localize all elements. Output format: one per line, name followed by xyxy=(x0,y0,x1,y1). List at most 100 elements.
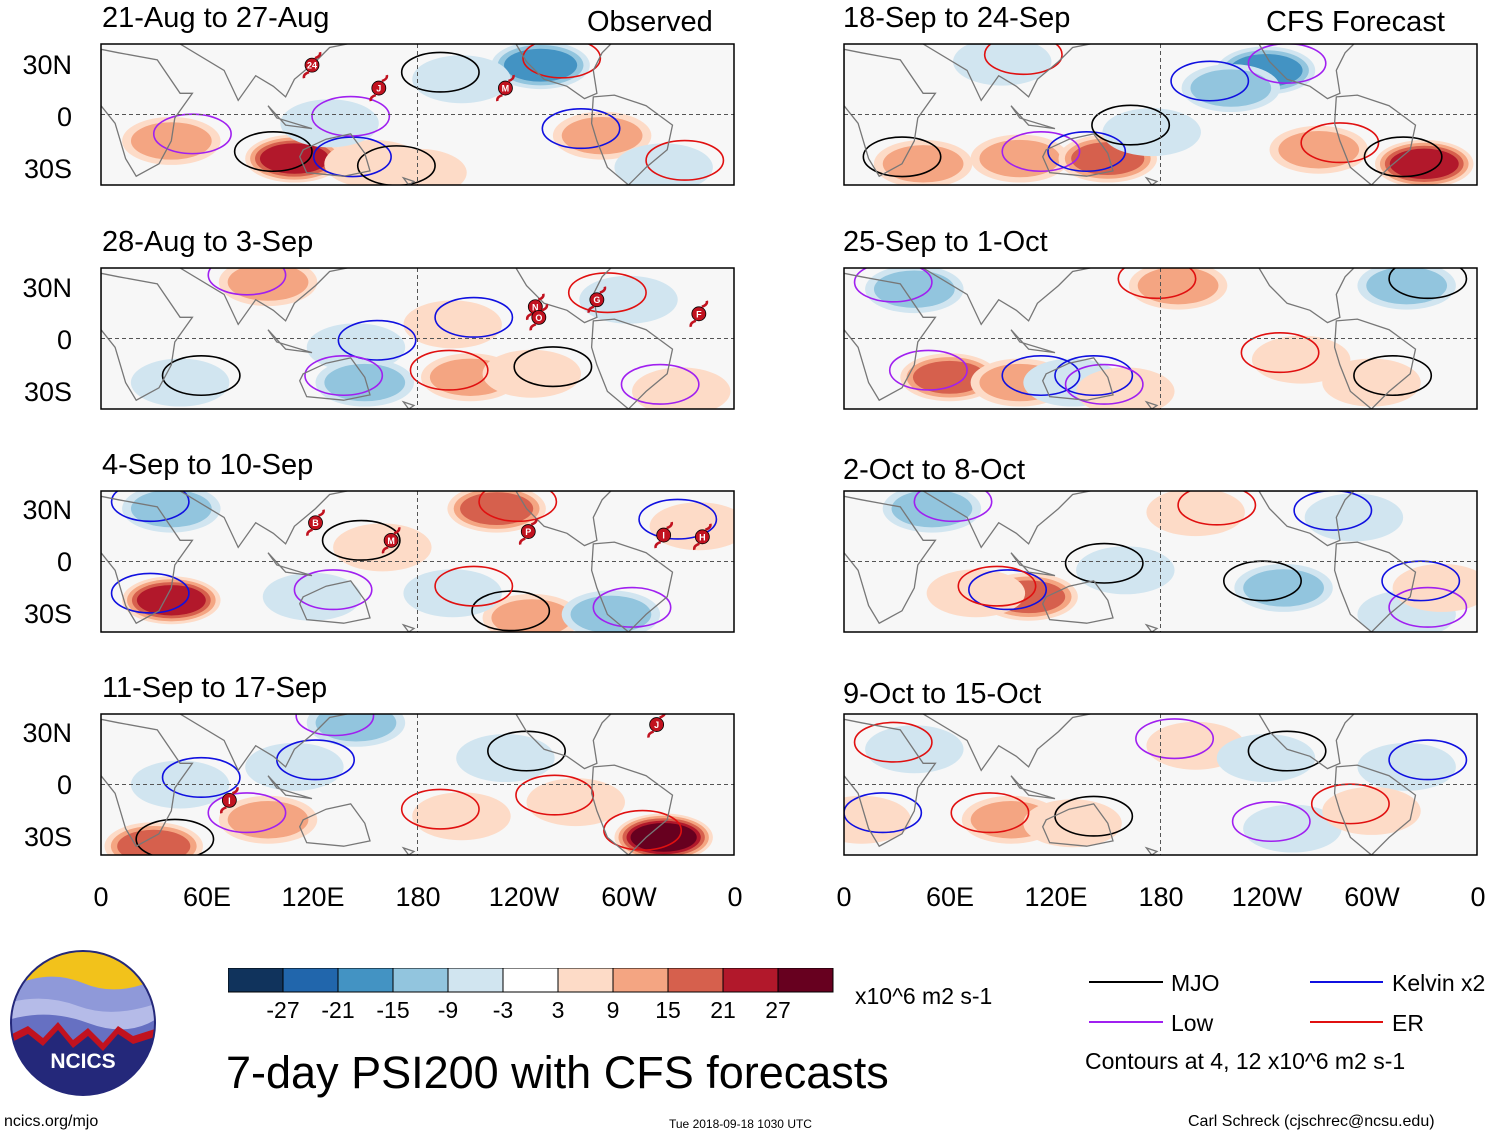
wave-contour xyxy=(409,349,489,391)
storm-marker: I xyxy=(219,787,239,814)
coastline xyxy=(401,176,416,185)
wave-contour xyxy=(311,95,391,137)
wave-contour xyxy=(1064,363,1144,405)
coastline xyxy=(921,44,1091,102)
anomaly-negative xyxy=(1304,493,1404,542)
lat-label-30n: 30N xyxy=(22,718,72,748)
coastline xyxy=(921,268,1091,326)
lon-label-60w: 60W xyxy=(1344,882,1400,912)
anomaly-negative xyxy=(873,270,955,308)
footer-url[interactable]: ncics.org/mjo xyxy=(4,1113,99,1130)
coastline xyxy=(590,541,674,632)
coastline xyxy=(1333,94,1417,185)
coastline xyxy=(515,268,612,324)
storm-label: B xyxy=(312,518,319,528)
anomaly-positive xyxy=(1076,367,1175,409)
colorbar-swatch xyxy=(447,968,504,993)
wave-contour xyxy=(304,354,384,397)
coastline xyxy=(844,272,937,402)
wave-contour xyxy=(592,586,672,628)
anomaly-negative xyxy=(570,595,652,632)
anomaly-positive xyxy=(979,139,1061,178)
lon-label-180: 180 xyxy=(395,882,441,912)
footer-author: Carl Schreck (cjschrec@ncsu.edu) xyxy=(1188,1113,1435,1130)
map-panel xyxy=(843,713,1478,856)
lon-label-120w: 120W xyxy=(1231,882,1303,912)
coastline xyxy=(401,846,416,855)
map-panel: 24 J M xyxy=(100,43,735,186)
wave-contour xyxy=(356,145,436,185)
coastline xyxy=(1333,541,1417,632)
anomaly-positive xyxy=(1389,148,1459,180)
coastline xyxy=(101,718,194,848)
wave-contour xyxy=(434,565,514,607)
storm-label: 24 xyxy=(307,61,317,71)
anomaly-negative xyxy=(324,363,406,402)
panel-frame xyxy=(843,490,1478,633)
lat-label-0: 0 xyxy=(56,325,72,355)
wave-contour xyxy=(1353,354,1433,397)
footer-timestamp: Tue 2018-09-18 1030 UTC xyxy=(669,1117,812,1131)
anomaly-negative xyxy=(403,569,502,618)
coastline xyxy=(1144,400,1159,409)
lat-label-0: 0 xyxy=(56,547,72,577)
colorbar-swatch xyxy=(337,968,394,993)
colorbar-tick: 9 xyxy=(606,997,620,1023)
anomaly-positive xyxy=(1278,131,1360,169)
storm-marker: H xyxy=(692,523,712,551)
coastline xyxy=(298,357,371,401)
colorbar-tick: -9 xyxy=(437,997,459,1023)
wave-contour xyxy=(1064,542,1144,584)
anomaly-positive xyxy=(117,829,191,855)
map-panel: B M P I H xyxy=(100,490,735,633)
colorbar-swatch xyxy=(667,968,724,993)
anomaly-positive xyxy=(632,367,731,409)
coastline xyxy=(590,764,674,855)
storm-marker: P xyxy=(518,518,538,545)
lon-label-60e: 60E xyxy=(182,882,232,912)
wave-contour xyxy=(1363,136,1443,178)
lon-label-0: 0 xyxy=(836,882,852,912)
wave-contour xyxy=(1054,354,1134,397)
wave-contour xyxy=(478,491,558,523)
anomaly-positive xyxy=(136,585,206,616)
storm-label: J xyxy=(654,720,659,730)
anomaly-negative xyxy=(865,725,964,774)
wave-contour xyxy=(400,788,480,830)
wave-contour xyxy=(968,569,1048,611)
wave-contour xyxy=(400,51,480,93)
lon-label-60w: 60W xyxy=(601,882,657,912)
coastline xyxy=(267,105,313,130)
storm-marker: I xyxy=(654,521,674,549)
coastline xyxy=(1144,846,1159,855)
storm-marker: G xyxy=(587,286,607,314)
wave-contour xyxy=(1117,268,1197,300)
storm-marker: 24 xyxy=(302,51,322,79)
ncics-logo: NCICS xyxy=(10,950,156,1096)
wave-contour xyxy=(161,756,241,798)
coastline xyxy=(1010,552,1056,577)
lon-label-180: 180 xyxy=(1138,882,1184,912)
wave-contour xyxy=(1001,130,1081,173)
main-title: 7-day PSI200 with CFS forecasts xyxy=(226,1047,889,1098)
wave-contour xyxy=(1091,104,1171,146)
anomaly-negative xyxy=(1190,69,1272,107)
wave-contour xyxy=(515,774,595,816)
coastline xyxy=(401,400,416,409)
wave-contour xyxy=(567,272,647,314)
legend-label-er: ER xyxy=(1392,1010,1424,1036)
coastline xyxy=(1010,329,1056,354)
colorbar-tick: -21 xyxy=(321,997,355,1023)
wave-contour xyxy=(337,319,417,361)
coastline xyxy=(1010,105,1056,130)
map-panel: NO G F xyxy=(100,267,735,410)
wave-contour xyxy=(1170,60,1250,102)
anomaly-negative xyxy=(1102,108,1201,157)
anomaly-positive xyxy=(630,822,697,852)
anomaly-negative xyxy=(1216,734,1316,783)
coastline xyxy=(590,318,674,409)
colorbar-tick: -27 xyxy=(266,997,300,1023)
lat-label-0: 0 xyxy=(56,770,72,800)
coastline xyxy=(1041,357,1114,401)
lat-label-30n: 30N xyxy=(22,273,72,303)
